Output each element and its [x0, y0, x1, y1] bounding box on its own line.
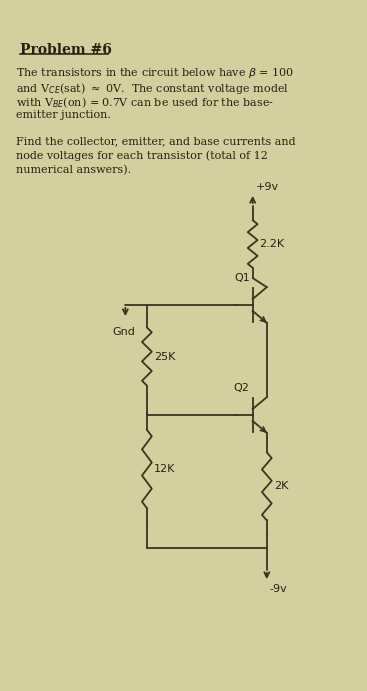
Text: 12K: 12K: [154, 464, 175, 474]
Text: and V$_{CE}$(sat) $\approx$ 0V.  The constant voltage model: and V$_{CE}$(sat) $\approx$ 0V. The cons…: [16, 80, 289, 95]
Text: Q1: Q1: [234, 273, 250, 283]
Text: -9v: -9v: [270, 584, 287, 594]
Text: Q2: Q2: [234, 383, 250, 393]
Text: numerical answers).: numerical answers).: [16, 165, 131, 176]
Text: Problem #6: Problem #6: [19, 43, 112, 57]
Text: node voltages for each transistor (total of 12: node voltages for each transistor (total…: [16, 151, 268, 161]
Text: Find the collector, emitter, and base currents and: Find the collector, emitter, and base cu…: [16, 136, 295, 146]
Text: Gnd: Gnd: [112, 327, 135, 337]
Text: 25K: 25K: [154, 352, 175, 361]
Text: emitter junction.: emitter junction.: [16, 109, 110, 120]
Text: +9v: +9v: [255, 182, 279, 192]
Text: 2.2K: 2.2K: [259, 239, 285, 249]
Text: with V$_{BE}$(on) = 0.7V can be used for the base-: with V$_{BE}$(on) = 0.7V can be used for…: [16, 95, 274, 110]
Text: 2K: 2K: [274, 482, 288, 491]
Text: The transistors in the circuit below have $\beta$ = 100: The transistors in the circuit below hav…: [16, 66, 294, 80]
